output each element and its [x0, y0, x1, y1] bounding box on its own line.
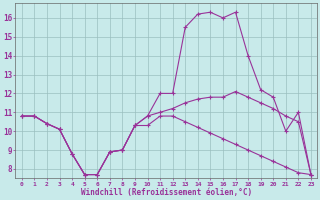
X-axis label: Windchill (Refroidissement éolien,°C): Windchill (Refroidissement éolien,°C) — [81, 188, 252, 197]
